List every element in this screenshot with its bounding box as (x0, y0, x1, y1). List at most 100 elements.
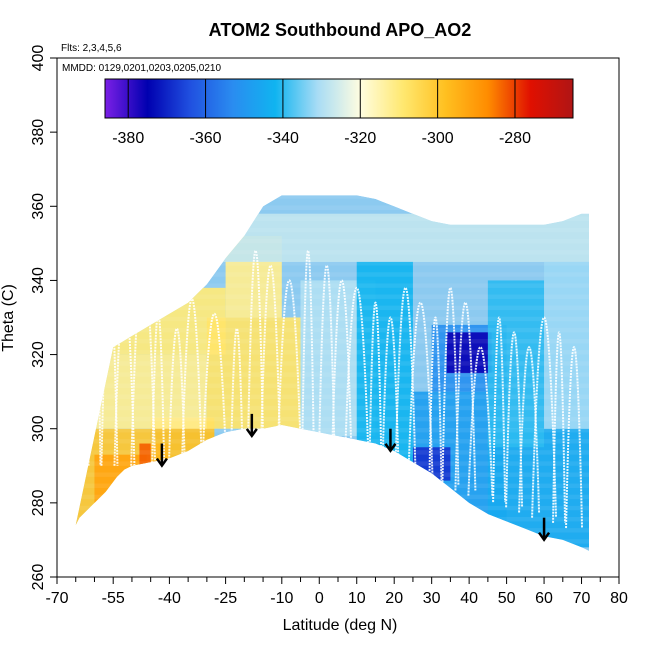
arrow-head (538, 531, 551, 542)
heatmap-band (57, 183, 619, 187)
heatmap-band (75, 528, 589, 533)
flight-profile-trace (151, 312, 166, 466)
flights-note: Flts: 2,3,4,5,6 (61, 43, 122, 54)
heatmap-band (57, 172, 619, 176)
heatmap-band (75, 261, 589, 266)
y-tick-label: 260 (30, 564, 47, 591)
flight-profile-trace (518, 346, 541, 513)
heatmap-band (75, 195, 589, 199)
heatmap-band (75, 305, 589, 311)
x-tick-label: -40 (158, 590, 181, 607)
heatmap-band (75, 227, 589, 233)
colorbar-tick-label: -300 (422, 130, 454, 147)
flight-profile-trace (407, 301, 434, 475)
flight-profile-trace (301, 249, 316, 466)
flight-profile-trace (229, 327, 244, 466)
flight-profile-trace (167, 327, 186, 466)
heatmap-band (75, 205, 589, 210)
flight-profile-trace (259, 264, 282, 466)
x-tick-label: 80 (610, 590, 628, 607)
heatmap-band (75, 316, 589, 322)
heatmap-stripes (57, 172, 619, 551)
heatmap-band (75, 350, 589, 355)
colorbar-gradient (104, 78, 574, 119)
colorbar: -380 -360 -340 -320 -300 -280 (104, 78, 574, 147)
arrow-head (155, 457, 168, 468)
flight-profile-trace (565, 346, 584, 529)
colorbar-tick-label: -320 (344, 130, 376, 147)
flight-profile-trace (505, 331, 524, 508)
arrow-marker (245, 413, 258, 439)
colorbar-tick-label: -340 (267, 130, 299, 147)
heatmap-band (75, 283, 589, 288)
heatmap-band (75, 494, 589, 500)
heatmap-cell (356, 261, 413, 466)
x-tick-label: 30 (423, 590, 441, 607)
y-axis-title: Theta (C) (0, 284, 17, 352)
heatmap-band (75, 361, 589, 366)
heatmap-band (75, 505, 589, 511)
x-tick-label: 40 (460, 590, 478, 607)
flight-profile-trace (492, 316, 507, 503)
y-tick-label: 280 (30, 489, 47, 516)
x-tick-label: -55 (102, 590, 125, 607)
heatmap-field (57, 172, 619, 551)
heatmap-band (75, 427, 589, 433)
heatmap-band (75, 516, 589, 522)
arrow-marker (538, 517, 551, 542)
y-tick-label: 300 (30, 415, 47, 442)
flight-profile-trace (343, 286, 370, 466)
heatmap-band (75, 339, 589, 344)
arrow-head (384, 442, 397, 453)
y-tick-label: 380 (30, 119, 47, 146)
y-tick-label: 340 (30, 267, 47, 294)
flight-profile-trace (428, 316, 443, 481)
flight-profile-trace (180, 297, 203, 466)
x-tick-label: 20 (385, 590, 403, 607)
flight-profile-trace (531, 316, 558, 518)
colorbar-tick-label: -280 (499, 130, 531, 147)
heatmap-band (75, 483, 589, 489)
x-tick-label: -10 (270, 590, 293, 607)
x-tick-label: -70 (45, 590, 68, 607)
x-tick-label: 60 (535, 590, 553, 607)
arrow-marker (384, 428, 397, 453)
colorbar-tick-label: -360 (190, 130, 222, 147)
arrow-markers (155, 413, 551, 542)
y-tick-label: 360 (30, 193, 47, 220)
dates-note: MMDD: 0129,0201,0203,0205,0210 (62, 63, 221, 74)
flight-profile-trace (552, 331, 567, 523)
x-tick-label: 0 (315, 590, 324, 607)
arrow-head (245, 428, 258, 439)
x-tick-label: 10 (348, 590, 366, 607)
x-tick-label: 70 (573, 590, 591, 607)
heatmap-band (75, 372, 589, 377)
heatmap-band (75, 327, 589, 333)
flight-profile-trace (276, 279, 303, 466)
arrow-marker (155, 443, 168, 468)
colorbar-tick-label: -380 (112, 130, 144, 147)
heatmap-band (75, 550, 589, 551)
chart-title: ATOM2 Southbound APO_AO2 (209, 20, 472, 40)
flight-profile-trace (201, 312, 228, 466)
flight-profile-trace (381, 316, 400, 466)
heatmap-band (75, 238, 589, 244)
flight-profile-trace (246, 249, 265, 466)
flight-profile-trace (441, 286, 460, 486)
colorbar-ticks: -380 -360 -340 -320 -300 -280 (112, 79, 531, 147)
x-tick-label: 50 (498, 590, 516, 607)
x-axis-title: Latitude (deg N) (283, 617, 398, 634)
y-axis: 260 280 300 320 340 360 380 400 (30, 45, 58, 591)
y-tick-label: 320 (30, 341, 47, 368)
flight-profile-trace (368, 301, 383, 466)
heatmap-band (75, 216, 589, 222)
flight-profile-trace (394, 286, 417, 470)
heatmap-cell (75, 224, 151, 296)
heatmap-band (75, 272, 589, 277)
y-tick-label: 400 (30, 45, 47, 72)
x-tick-label: -25 (214, 590, 237, 607)
heatmap-band (75, 294, 589, 299)
heatmap-band (75, 405, 589, 411)
flight-profile-trace (330, 279, 353, 466)
x-axis: -70 -55 -40 -25 -10 0 10 20 30 40 50 60 70 80 (45, 576, 628, 607)
